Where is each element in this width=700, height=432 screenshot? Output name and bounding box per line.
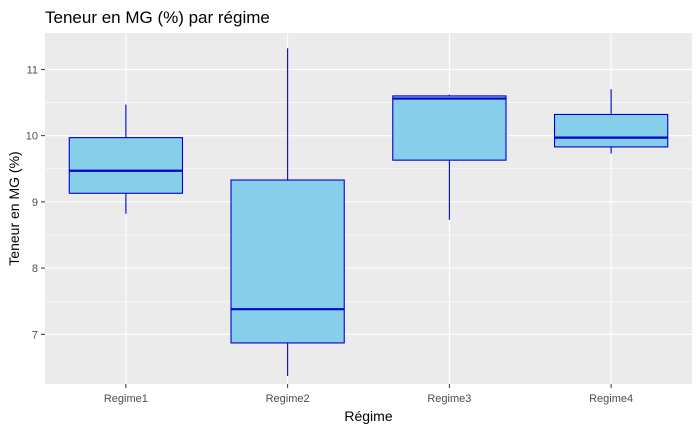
y-axis-title: Teneur en MG (%) bbox=[6, 151, 22, 265]
y-tick-label: 11 bbox=[27, 64, 38, 76]
y-tick-label: 9 bbox=[32, 197, 38, 209]
y-tick-label: 7 bbox=[32, 329, 38, 341]
box-Regime3 bbox=[392, 94, 507, 220]
x-tick-label: Regime2 bbox=[266, 393, 310, 405]
x-tick-label: Regime3 bbox=[427, 393, 471, 405]
x-tick-label: Regime1 bbox=[104, 393, 148, 405]
box-body bbox=[392, 95, 507, 161]
boxes bbox=[68, 48, 669, 377]
box-Regime4 bbox=[553, 89, 669, 154]
y-tick-label: 8 bbox=[32, 263, 38, 275]
x-axis-title: Régime bbox=[344, 408, 392, 424]
box-body bbox=[230, 179, 345, 344]
x-tick-label: Regime4 bbox=[589, 393, 633, 405]
box-Regime1 bbox=[68, 104, 184, 214]
x-axis: Regime1 Regime2 Regime3 Regime4 bbox=[104, 384, 633, 405]
chart-title: Teneur en MG (%) par régime bbox=[45, 8, 270, 27]
y-tick-label: 10 bbox=[26, 131, 38, 143]
box-Regime2 bbox=[230, 48, 345, 377]
box-body bbox=[553, 113, 669, 148]
plot-panel bbox=[45, 33, 692, 384]
box-body bbox=[68, 137, 184, 194]
y-axis: 7 8 9 10 11 bbox=[26, 64, 45, 341]
